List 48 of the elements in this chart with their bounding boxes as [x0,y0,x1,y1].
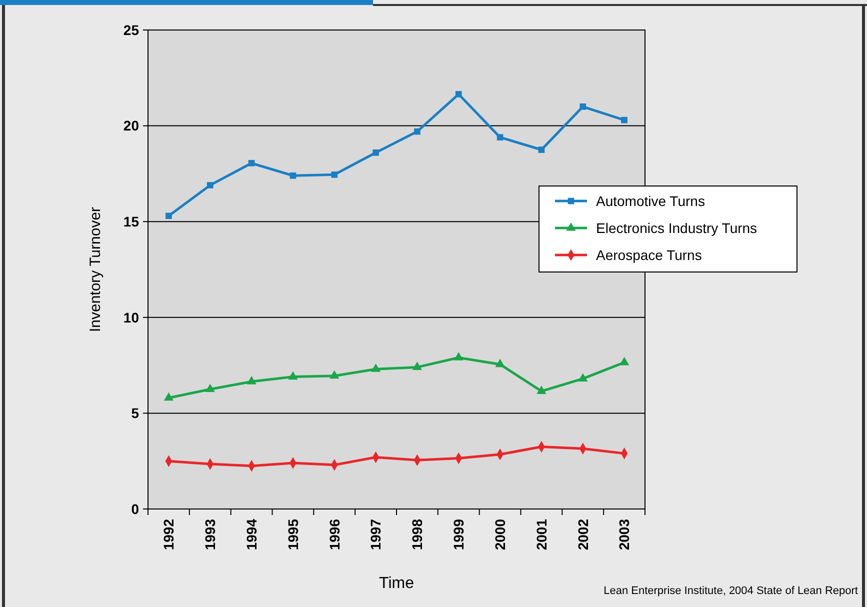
point [538,146,545,153]
legend-label: Automotive Turns [596,192,705,209]
y-tick-label: 15 [123,214,140,230]
point [578,373,588,382]
y-tick-label: 0 [131,500,140,517]
point [164,392,174,401]
point [331,171,338,178]
point [621,116,628,124]
x-tick-label: 2000 [492,518,508,550]
point [370,364,381,372]
x-tick-label: 1993 [202,518,218,550]
point [290,172,296,179]
point [288,371,298,380]
x-tick-label: 1995 [284,518,301,550]
point [495,358,505,368]
x-tick-label: 1992 [160,518,177,550]
x-axis-title: Time [379,575,414,592]
text: Lean Enterprise Institute, 2004 State of Lean Report [604,585,858,597]
point [246,376,256,384]
point [248,160,255,166]
x-tick-label: 2003 [616,518,632,550]
x-tick-label: 2002 [574,518,591,550]
x-tick-label: 2001 [533,518,550,550]
legend-label: Aerospace Turns [596,246,702,263]
point [455,91,462,98]
point [205,384,215,392]
point [412,362,422,370]
point [372,149,379,156]
y-tick-label: 20 [123,118,140,134]
x-tick-label: 1994 [243,518,260,550]
x-tick-label: 1997 [368,518,384,550]
y-tick-label: 25 [123,22,140,38]
point [166,212,172,220]
x-tick-label: 1996 [326,518,342,550]
x-tick-label: 1998 [409,518,426,550]
point [414,128,420,135]
point [206,182,214,188]
x-tick-label: 1999 [450,518,467,550]
legend-label: Electronics Industry Turns [596,220,758,236]
point [330,370,340,379]
point [454,352,464,360]
y-tick-label: 5 [131,405,140,422]
point [619,356,630,366]
y-tick-label: 10 [123,309,140,326]
y-axis-title: Inventory Turnover [87,206,104,332]
point [496,134,504,140]
point [536,386,546,394]
point [580,103,586,110]
